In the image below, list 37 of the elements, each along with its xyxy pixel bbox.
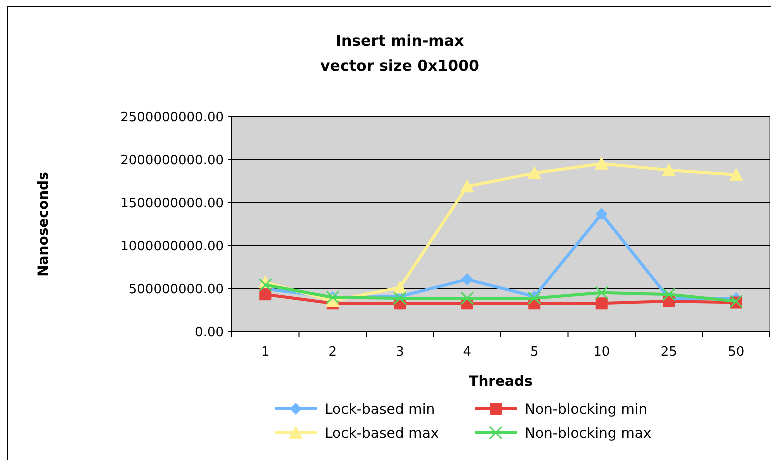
x-tick-label: 1	[261, 345, 270, 360]
point	[662, 163, 676, 176]
point	[594, 156, 609, 170]
point	[260, 288, 272, 301]
point	[393, 292, 407, 306]
point	[596, 298, 608, 310]
x-tick-label: 2	[328, 345, 338, 360]
point	[596, 208, 608, 220]
point	[729, 168, 744, 182]
y-tick-label: 2000000000.00	[120, 154, 224, 169]
y-tick-label: 1000000000.00	[120, 240, 224, 255]
legend-label: Non-blocking min	[525, 402, 648, 418]
point	[460, 180, 474, 193]
point	[595, 286, 609, 300]
x-tick-label: 25	[660, 345, 678, 360]
legend-label: Lock-based min	[325, 402, 436, 418]
x-tick-label: 4	[463, 345, 472, 360]
chart-title: Insert min-max vector size 0x1000	[320, 32, 480, 75]
x-tick-label: 3	[396, 345, 404, 360]
point	[393, 280, 408, 294]
point	[258, 278, 272, 292]
y-tick-label: 500000000.00	[128, 282, 224, 298]
point	[528, 292, 542, 306]
legend-label: Lock-based max	[325, 426, 440, 442]
point	[460, 292, 474, 306]
y-tick-label: 0.00	[195, 326, 224, 341]
point	[461, 274, 474, 286]
x-tick-label: 5	[530, 345, 539, 360]
x-tick-label: 10	[594, 345, 610, 360]
point	[528, 166, 542, 180]
point	[662, 288, 676, 302]
y-axis-title: Nanoseconds	[36, 172, 52, 277]
x-tick-label: 50	[728, 345, 745, 360]
x-axis-title: Threads	[469, 374, 533, 390]
y-tick-label: 1500000000.00	[120, 196, 224, 212]
legend-label: Non-blocking max	[525, 426, 652, 442]
y-tick-label: 2500000000.00	[120, 110, 224, 126]
